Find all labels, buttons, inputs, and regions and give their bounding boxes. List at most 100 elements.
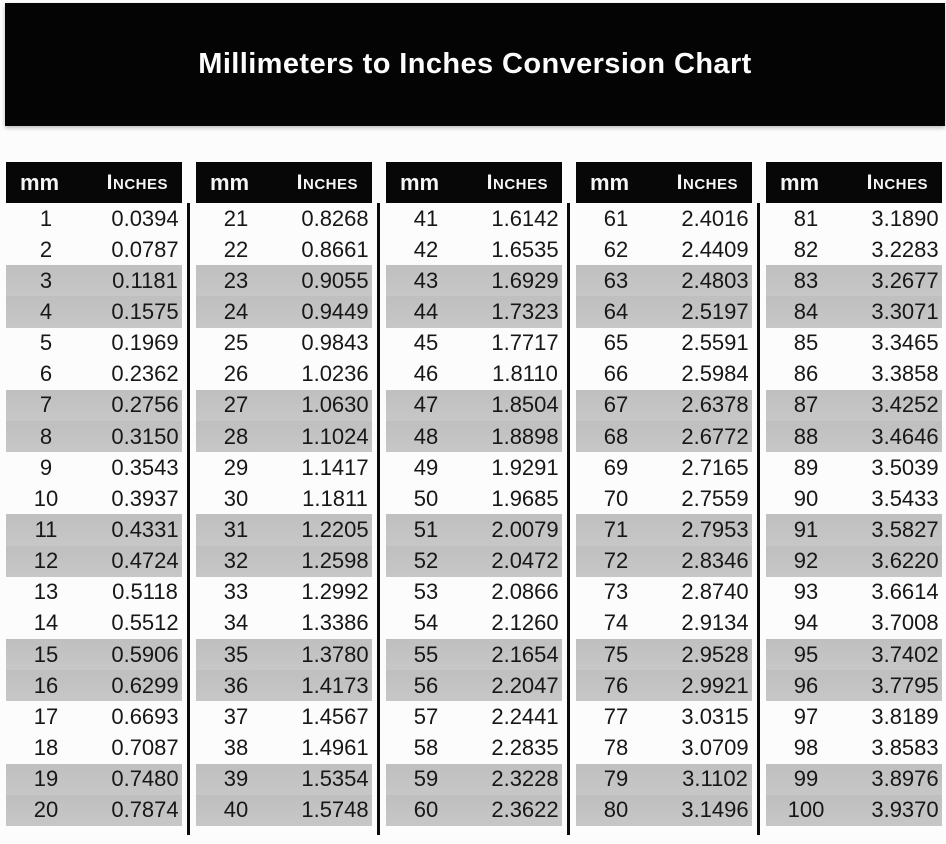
table-row: 75 2.9528 <box>576 638 752 671</box>
inches-value: 0.4331 <box>111 516 179 542</box>
table-row: 19 0.7480 <box>6 763 182 795</box>
table-row: 96 3.7795 <box>766 670 942 702</box>
mm-value: 14 <box>33 610 59 636</box>
inches-header-label: Inches <box>866 170 928 194</box>
table-row: 73 2.8740 <box>576 577 752 608</box>
mm-value: 74 <box>603 610 629 636</box>
table-column-group: mm Inches 81 3.1890 82 3.2283 83 3.2677 … <box>766 162 942 826</box>
inches-value: 3.3858 <box>871 361 939 387</box>
table-row: 17 0.6693 <box>6 701 182 732</box>
inches-value: 0.8268 <box>301 205 369 231</box>
inches-value: 1.2598 <box>301 548 369 574</box>
mm-value: 83 <box>793 267 819 293</box>
table-row: 57 2.2441 <box>386 701 562 732</box>
inches-value: 3.7402 <box>871 641 939 667</box>
table-row: 30 1.1811 <box>196 483 372 514</box>
table-row: 8 0.3150 <box>6 420 182 453</box>
inches-value: 2.4016 <box>681 205 749 231</box>
inches-value: 0.6299 <box>111 672 179 698</box>
column-header: mm Inches <box>576 162 752 203</box>
inches-value: 0.1181 <box>112 267 178 293</box>
mm-value: 51 <box>413 516 439 542</box>
inches-value: 2.9921 <box>681 672 749 698</box>
table-row: 4 0.1575 <box>6 296 182 328</box>
inches-value: 3.8189 <box>871 703 939 729</box>
title-banner: Millimeters to Inches Conversion Chart <box>5 3 945 126</box>
inches-value: 1.4961 <box>301 734 369 760</box>
table-row: 49 1.9291 <box>386 452 562 483</box>
inches-value: 3.1890 <box>871 205 939 231</box>
table-row: 88 3.4646 <box>766 420 942 453</box>
table-row: 67 2.6378 <box>576 389 752 421</box>
mm-value: 13 <box>33 579 59 605</box>
mm-value: 5 <box>39 330 53 356</box>
mm-value: 75 <box>603 641 629 667</box>
table-row: 46 1.8110 <box>386 359 562 390</box>
table-row: 1 0.0394 <box>6 203 182 234</box>
table-row: 60 2.3622 <box>386 794 562 826</box>
mm-value: 59 <box>413 766 439 792</box>
table-row: 12 0.4724 <box>6 545 182 577</box>
inches-value: 0.9449 <box>301 298 369 324</box>
mm-value: 96 <box>793 672 819 698</box>
mm-value: 28 <box>223 423 249 449</box>
column-separator-line <box>372 162 386 835</box>
inches-value: 2.0079 <box>491 516 559 542</box>
inches-value: 3.4646 <box>871 423 939 449</box>
inches-value: 0.0394 <box>111 205 179 231</box>
inches-value: 3.2677 <box>871 267 939 293</box>
table-row: 78 3.0709 <box>576 732 752 763</box>
column-header: mm Inches <box>6 162 182 203</box>
inches-value: 2.7953 <box>681 516 749 542</box>
mm-value: 50 <box>413 485 439 511</box>
mm-value: 32 <box>223 548 249 574</box>
inches-value: 0.2362 <box>111 361 179 387</box>
mm-value: 36 <box>223 672 249 698</box>
column-rows: 21 0.8268 22 0.8661 23 0.9055 24 0.9449 … <box>196 203 372 826</box>
table-row: 3 0.1181 <box>6 265 182 297</box>
inches-value: 0.5118 <box>112 579 178 605</box>
table-row: 25 0.9843 <box>196 328 372 359</box>
mm-value: 77 <box>603 703 629 729</box>
mm-value: 62 <box>603 236 629 262</box>
mm-value: 63 <box>603 267 629 293</box>
inches-value: 1.0630 <box>301 392 369 418</box>
mm-value: 35 <box>223 641 249 667</box>
inches-value: 1.7323 <box>491 298 559 324</box>
inches-value: 0.6693 <box>111 703 179 729</box>
inches-value: 1.6929 <box>491 267 559 293</box>
inches-value: 0.5906 <box>111 641 179 667</box>
inches-value: 2.9528 <box>681 641 749 667</box>
table-column-group: mm Inches 1 0.0394 2 0.0787 3 0.1181 4 0… <box>6 162 182 826</box>
table-row: 53 2.0866 <box>386 577 562 608</box>
table-row: 81 3.1890 <box>766 203 942 234</box>
inches-value: 2.0866 <box>491 579 559 605</box>
mm-value: 30 <box>223 485 249 511</box>
mm-value: 70 <box>603 485 629 511</box>
inches-value: 0.4724 <box>111 548 179 574</box>
mm-value: 8 <box>39 423 53 449</box>
column-rows: 81 3.1890 82 3.2283 83 3.2677 84 3.3071 … <box>766 203 942 826</box>
mm-value: 65 <box>603 330 629 356</box>
table-row: 47 1.8504 <box>386 389 562 421</box>
mm-value: 82 <box>793 236 819 262</box>
mm-value: 93 <box>793 579 819 605</box>
inches-value: 0.1575 <box>111 298 179 324</box>
mm-value: 53 <box>413 579 439 605</box>
mm-value: 27 <box>223 392 249 418</box>
mm-value: 61 <box>603 205 629 231</box>
table-row: 32 1.2598 <box>196 545 372 577</box>
table-row: 24 0.9449 <box>196 296 372 328</box>
mm-value: 86 <box>793 361 819 387</box>
table-row: 80 3.1496 <box>576 794 752 826</box>
mm-value: 100 <box>787 797 825 823</box>
table-row: 48 1.8898 <box>386 420 562 453</box>
mm-value: 85 <box>793 330 819 356</box>
table-row: 16 0.6299 <box>6 670 182 702</box>
mm-value: 40 <box>223 797 249 823</box>
table-row: 29 1.1417 <box>196 452 372 483</box>
mm-value: 88 <box>793 423 819 449</box>
inches-value: 3.0709 <box>681 734 749 760</box>
table-row: 79 3.1102 <box>576 763 752 795</box>
table-row: 14 0.5512 <box>6 608 182 639</box>
